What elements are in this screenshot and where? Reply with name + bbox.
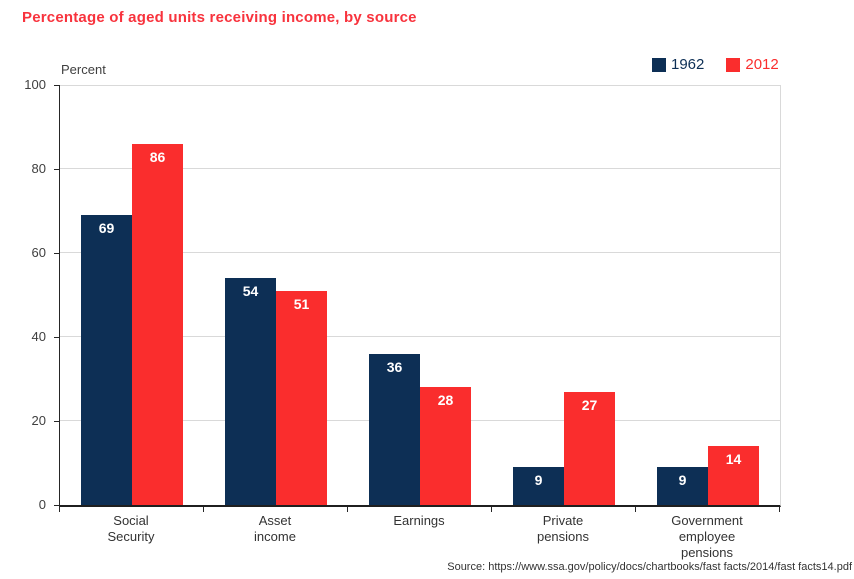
bar-2012-social-security: 86	[132, 144, 183, 505]
x-category-label-line: Earnings	[393, 513, 445, 528]
bar-value-label: 27	[581, 397, 598, 413]
gridline-100	[60, 85, 780, 86]
legend-label-1962: 1962	[671, 56, 705, 73]
bar-1962-private-pensions: 9	[513, 467, 564, 505]
y-tick-mark-20	[54, 421, 59, 422]
y-tick-label-80: 80	[31, 161, 46, 176]
bar-1962-asset-income: 54	[225, 278, 276, 505]
x-tick-mark-2	[347, 507, 348, 512]
bar-value-label: 86	[149, 149, 166, 165]
bar-value-label: 14	[725, 451, 742, 467]
bar-1962-government-employee-pensions: 9	[657, 467, 708, 505]
y-tick-mark-80	[54, 169, 59, 170]
gridline-40	[60, 336, 780, 337]
y-axis-unit-label: Percent	[61, 62, 106, 77]
x-category-label-5: Government employee pensions	[635, 513, 779, 561]
gridline-60	[60, 252, 780, 253]
bar-value-label: 69	[98, 220, 115, 236]
y-tick-label-60: 60	[31, 245, 46, 260]
bar-2012-asset-income: 51	[276, 291, 327, 505]
x-tick-mark-4	[635, 507, 636, 512]
x-tick-mark-1	[203, 507, 204, 512]
x-category-label-line: Social	[113, 513, 149, 528]
bar-value-label: 28	[437, 392, 454, 408]
x-category-label-line: employee	[678, 529, 736, 544]
x-category-label-3: Earnings	[347, 513, 491, 529]
y-tick-label-40: 40	[31, 329, 46, 344]
chart-title: Percentage of aged units receiving incom…	[22, 9, 417, 26]
x-category-label-2: Asset income	[203, 513, 347, 545]
y-tick-label-20: 20	[31, 413, 46, 428]
source-note: Source: https://www.ssa.gov/policy/docs/…	[447, 561, 852, 573]
x-category-label-line: pensions	[680, 545, 734, 560]
bar-value-label: 9	[534, 472, 543, 488]
bar-value-label: 51	[293, 296, 310, 312]
x-category-label-line: Government	[671, 513, 743, 528]
x-tick-mark-3	[491, 507, 492, 512]
bar-value-label: 9	[678, 472, 687, 488]
plot-area: 69 86 54 51 36 28 9 27 9 14	[59, 85, 781, 507]
x-category-label-line: income	[254, 529, 296, 544]
x-category-label-line: pensions	[536, 529, 590, 544]
y-tick-mark-60	[54, 253, 59, 254]
x-category-label-1: Social Security	[59, 513, 203, 545]
legend-label-2012: 2012	[745, 56, 779, 73]
x-category-label-line: Security	[107, 529, 155, 544]
bar-2012-private-pensions: 27	[564, 392, 615, 505]
bar-2012-earnings: 28	[420, 387, 471, 505]
x-category-label-line: Private	[542, 513, 584, 528]
x-category-label-line: Asset	[258, 513, 292, 528]
y-tick-label-100: 100	[24, 77, 46, 92]
legend-swatch-2012	[726, 57, 741, 72]
bar-value-label: 36	[386, 359, 403, 375]
x-tick-mark-0	[59, 507, 60, 512]
y-tick-mark-40	[54, 337, 59, 338]
bar-2012-government-employee-pensions: 14	[708, 446, 759, 505]
legend-swatch-1962	[652, 57, 666, 72]
x-tick-mark-5	[779, 507, 780, 512]
y-tick-mark-100	[54, 85, 59, 86]
bar-1962-earnings: 36	[369, 354, 420, 505]
x-category-label-4: Private pensions	[491, 513, 635, 545]
bar-1962-social-security: 69	[81, 215, 132, 505]
gridline-80	[60, 168, 780, 169]
legend: 1962 2012	[652, 56, 801, 73]
y-tick-label-0: 0	[38, 497, 46, 512]
bar-value-label: 54	[242, 283, 259, 299]
y-tick-mark-0	[54, 505, 59, 506]
